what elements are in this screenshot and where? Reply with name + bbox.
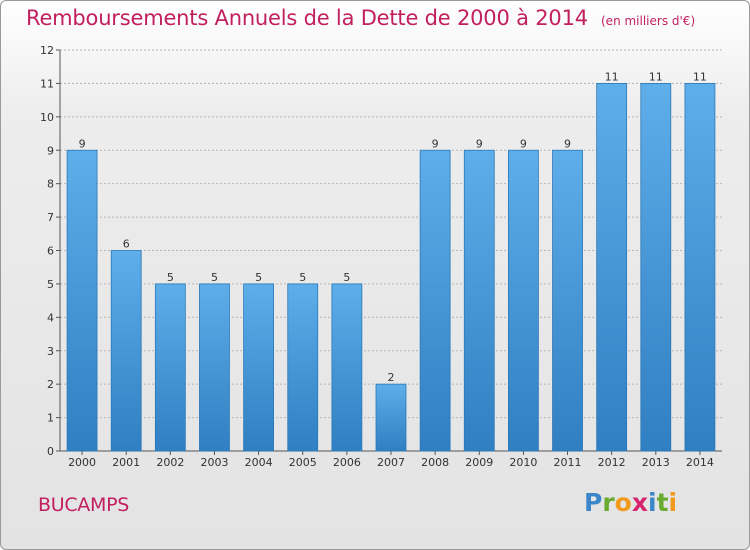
x-tick-label: 2007 (377, 456, 405, 469)
y-tick-label: 2 (47, 378, 54, 391)
x-tick-label: 2005 (289, 456, 317, 469)
x-tick-label: 2012 (598, 456, 626, 469)
y-tick-label: 0 (47, 445, 54, 458)
chart-unit: (en milliers d'€) (601, 14, 696, 28)
bar-2013 (640, 83, 672, 452)
x-tick-label: 2009 (465, 456, 493, 469)
data-label: 9 (476, 137, 483, 150)
logo-letter: o (614, 488, 632, 517)
chart-title-block: Remboursements Annuels de la Dette de 20… (26, 6, 695, 30)
logo-letter: r (602, 488, 615, 517)
bar-2005 (287, 283, 319, 452)
data-label: 9 (79, 137, 86, 150)
bar-2010 (507, 149, 539, 452)
city-name: BUCAMPS (38, 494, 130, 516)
logo-letter: i (668, 488, 678, 517)
bar-2003 (199, 283, 230, 452)
data-label: 5 (343, 271, 350, 284)
proxiti-logo[interactable]: Proxiti (584, 488, 677, 517)
logo-letter: P (584, 488, 603, 517)
x-tick-label: 2011 (554, 456, 582, 469)
data-label: 5 (299, 271, 306, 284)
y-tick-label: 8 (47, 178, 54, 191)
y-tick-label: 6 (47, 245, 54, 258)
bar-2004 (243, 283, 275, 452)
data-label: 5 (167, 271, 174, 284)
bar-2002 (154, 283, 186, 452)
chart-title: Remboursements Annuels de la Dette de 20… (26, 6, 588, 30)
data-label: 9 (432, 137, 439, 150)
y-tick-label: 7 (47, 211, 54, 224)
logo-letter: i (648, 488, 657, 517)
data-label: 11 (649, 70, 663, 83)
data-label: 2 (388, 371, 395, 384)
y-tick-label: 10 (40, 111, 54, 124)
data-label: 9 (520, 137, 527, 150)
x-tick-label: 2003 (200, 456, 228, 469)
x-tick-label: 2013 (642, 456, 670, 469)
data-label: 6 (123, 238, 130, 251)
bar-2001 (110, 250, 142, 452)
bar-2012 (596, 83, 628, 452)
x-tick-label: 2002 (156, 456, 184, 469)
x-tick-label: 2008 (421, 456, 449, 469)
x-tick-label: 2006 (333, 456, 361, 469)
bar-2008 (419, 149, 451, 452)
logo-letter: t (656, 488, 669, 517)
y-tick-label: 12 (40, 44, 54, 57)
y-tick-label: 9 (47, 144, 54, 157)
data-label: 5 (255, 271, 262, 284)
data-label: 9 (564, 137, 571, 150)
bars (66, 83, 716, 452)
y-tick-label: 11 (40, 77, 54, 90)
bar-2007 (375, 383, 407, 452)
y-tick-label: 1 (47, 412, 54, 425)
y-tick-label: 3 (47, 345, 54, 358)
x-tick-label: 2010 (509, 456, 537, 469)
y-tick-label: 4 (47, 311, 54, 324)
data-labels: 9 6 5 5 5 5 5 2 9 9 9 9 11 11 11 (79, 70, 707, 384)
logo-letter: x (631, 488, 648, 517)
bar-2006 (331, 283, 363, 452)
bar-2011 (552, 149, 583, 452)
data-label: 11 (693, 70, 707, 83)
data-label: 11 (605, 70, 619, 83)
bar-2000 (66, 149, 98, 452)
data-label: 5 (211, 271, 218, 284)
y-tick-label: 5 (47, 278, 54, 291)
bar-2009 (463, 149, 495, 452)
bar-2014 (684, 83, 716, 452)
x-tick-label: 2000 (68, 456, 96, 469)
x-tick-label: 2014 (686, 456, 714, 469)
x-tick-label: 2004 (245, 456, 273, 469)
x-tick-label: 2001 (112, 456, 140, 469)
